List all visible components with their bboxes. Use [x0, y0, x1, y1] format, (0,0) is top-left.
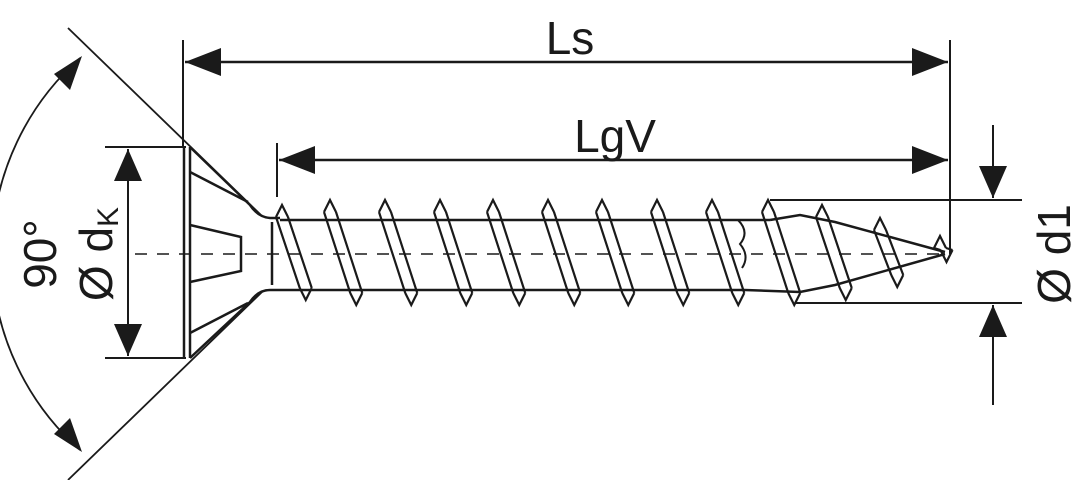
screw-head — [182, 146, 280, 359]
dk-label: Ø dK — [70, 207, 125, 301]
thread-turn — [872, 215, 905, 290]
thread-turn — [377, 197, 419, 308]
thread-turn — [432, 197, 474, 308]
d1-dimension — [770, 125, 1022, 405]
dk-subscript: K — [92, 207, 125, 227]
thread-turn — [760, 197, 802, 308]
angle-label: 90° — [14, 219, 66, 289]
drive-recess — [189, 223, 243, 284]
thread-turn — [485, 197, 527, 308]
ls-dimension — [182, 40, 951, 254]
thread-turn — [594, 197, 636, 308]
lgv-dimension — [276, 143, 948, 197]
d1-label: Ø d1 — [1028, 204, 1080, 304]
ls-label: Ls — [546, 12, 595, 64]
thread-turn — [704, 197, 746, 308]
thread-turn — [274, 202, 313, 303]
lgv-label: LgV — [574, 110, 656, 162]
thread-turn — [322, 197, 364, 308]
dk-dimension — [105, 146, 186, 359]
thread-turn — [814, 202, 853, 303]
thread-turn — [649, 197, 691, 308]
thread-group — [274, 197, 954, 308]
thread-turn — [933, 233, 954, 265]
thread-turn — [540, 197, 582, 308]
dk-symbol: Ø d — [70, 227, 122, 301]
